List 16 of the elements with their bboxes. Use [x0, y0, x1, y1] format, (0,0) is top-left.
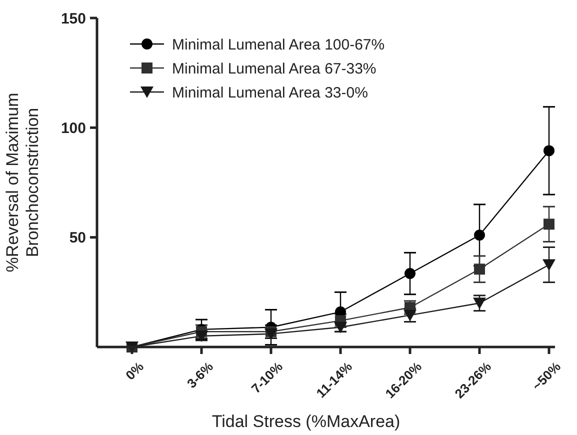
y-tick-label: 150 — [60, 10, 86, 28]
y-tick-label: 50 — [69, 230, 86, 247]
legend-label: Minimal Lumenal Area 67-33% — [172, 60, 376, 78]
point — [544, 145, 554, 156]
x-axis-title: Tidal Stress (%MaxArea) — [212, 412, 400, 431]
y-axis-title: %Reversal of Maximum Bronchoconstriction — [2, 92, 42, 272]
point — [544, 218, 554, 230]
legend-label: Minimal Lumenal Area 100-67% — [172, 36, 385, 54]
point — [473, 298, 486, 310]
x-tick-label: 0% — [122, 358, 147, 383]
point — [474, 264, 485, 275]
point — [542, 259, 556, 271]
y-tick-label: 100 — [60, 120, 86, 137]
point — [474, 230, 485, 241]
point — [404, 268, 416, 280]
legend-label: Minimal Lumenal Area 33-0% — [172, 84, 368, 102]
